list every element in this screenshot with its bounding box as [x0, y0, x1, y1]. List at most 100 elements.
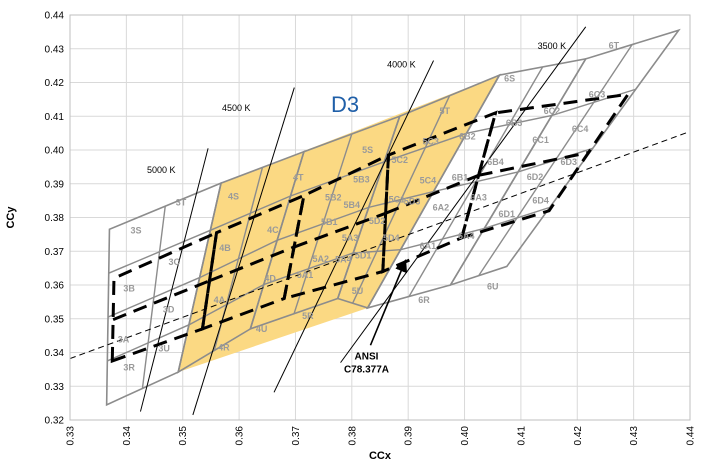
bin-label: 3T — [176, 197, 187, 207]
bin-label: 5B4 — [344, 200, 361, 210]
y-tick-label: 0.40 — [45, 146, 65, 157]
bin-labels: 3R 3A 3U 3D 3B 3C 3S 3T 4R 4U 4A 4D 4B 4C 4S 4T 5R 5U 5A1 5… — [118, 40, 620, 372]
x-tick-label: 0.34 — [122, 426, 133, 446]
bin-label: 5C2 — [391, 155, 408, 165]
bin-label: 6B3 — [506, 118, 523, 128]
cct-label: 4000 K — [387, 59, 416, 69]
bin-label: 5C4 — [420, 175, 437, 185]
bin-label: 5S — [362, 145, 373, 155]
x-tick-label: 0.42 — [573, 426, 584, 446]
bin-label: 3B — [123, 283, 135, 293]
bin-label: 4U — [256, 324, 268, 334]
x-tick-label: 0.41 — [516, 426, 527, 446]
d3-label: D3 — [331, 92, 359, 117]
bin-label: 5T — [440, 106, 451, 116]
bin-label: 5B2 — [325, 192, 342, 202]
bin-label: 3A — [118, 335, 130, 345]
y-axis-label: CCy — [5, 206, 17, 229]
bin-label: 5D2 — [369, 216, 386, 226]
bin-label: 5C3 — [422, 137, 439, 147]
x-tick-label: 0.40 — [460, 426, 471, 446]
y-tick-label: 0.36 — [45, 281, 65, 292]
bin-label: 6S — [504, 73, 515, 83]
ansi-quadrangle-mid — [293, 211, 387, 249]
bin-label: 5A4 — [335, 255, 352, 265]
bin-label: 4C — [267, 225, 279, 235]
y-tick-label: 0.43 — [45, 44, 65, 55]
x-tick-label: 0.33 — [66, 426, 77, 446]
bin-label: 6D2 — [527, 172, 544, 182]
cct-line — [192, 87, 295, 416]
bin-label: 4D — [264, 273, 276, 283]
bin-label: 5R — [302, 311, 314, 321]
ansi-annotation-text: C78.377A — [344, 364, 389, 375]
bin-label: 5U — [352, 286, 364, 296]
bin-label: 5B3 — [353, 175, 370, 185]
x-tick-label: 0.38 — [347, 426, 358, 446]
ansi-quadrangle-mid — [208, 245, 295, 283]
cct-label: 5000 K — [147, 165, 176, 175]
ansi-quadrangle-mid — [385, 173, 480, 215]
cct-line — [340, 26, 587, 363]
bin-label: 6A3 — [470, 192, 487, 202]
x-tick-label: 0.39 — [404, 426, 415, 446]
bin-label: 6R — [418, 295, 430, 305]
bin-label: 6B1 — [452, 173, 469, 183]
annotations: D3 ANSI C78.377A — [331, 92, 408, 375]
y-tick-label: 0.41 — [45, 112, 65, 123]
bin-label: 3U — [158, 343, 170, 353]
bin-label: 6D4 — [532, 196, 549, 206]
bin-label: 3C — [169, 257, 181, 267]
bin-label: 6B4 — [487, 157, 504, 167]
ansi-annotation-text: ANSI — [355, 351, 379, 362]
bin-label: 5D1 — [355, 251, 372, 261]
bin-label: 4B — [219, 243, 231, 253]
y-tick-label: 0.34 — [45, 348, 65, 359]
bin-label: 6T — [609, 40, 620, 50]
bin-label: 3R — [123, 363, 135, 373]
axes: 0.320.330.340.350.360.370.380.390.400.41… — [5, 11, 697, 463]
x-tick-label: 0.36 — [235, 426, 246, 446]
bin-label: 5D3 — [404, 196, 421, 206]
x-tick-label: 0.35 — [178, 426, 189, 446]
bin-group-outline — [448, 28, 681, 287]
ansi-arrow — [369, 259, 408, 346]
bin-col-divider — [293, 133, 353, 314]
cct-line — [139, 148, 209, 412]
bin-label: 5B1 — [321, 217, 338, 227]
bin-col-divider — [352, 95, 451, 304]
x-tick-label: 0.43 — [629, 426, 640, 446]
x-tick-label: 0.37 — [291, 426, 302, 446]
bin-label: 5A2 — [313, 254, 330, 264]
y-tick-label: 0.32 — [45, 416, 65, 427]
bin-label: 4A — [214, 295, 226, 305]
bin-label: 5D4 — [383, 233, 400, 243]
x-tick-label: 0.44 — [686, 426, 697, 446]
bin-label: 5A1 — [297, 270, 314, 280]
bin-label: 6C4 — [572, 124, 589, 134]
y-tick-label: 0.33 — [45, 382, 65, 393]
blackbody-locus — [69, 130, 691, 360]
y-tick-label: 0.42 — [45, 78, 65, 89]
bin-label: 3S — [130, 225, 141, 235]
bin-label: 6A2 — [433, 202, 450, 212]
cct-isotherm-lines: 5000 K 4500 K 4000 K 3500 K — [139, 26, 587, 416]
bin-label: 5C1 — [389, 195, 406, 205]
bin-label: 4S — [228, 192, 239, 202]
cct-label: 4500 K — [222, 103, 251, 113]
y-tick-label: 0.44 — [45, 11, 65, 22]
bin-label: 6U — [487, 282, 499, 292]
y-tick-label: 0.37 — [45, 247, 65, 258]
ansi-quadrangle-mid — [478, 151, 589, 177]
bin-label: 6C1 — [532, 135, 549, 145]
cct-label: 3500 K — [538, 41, 567, 51]
bin-label: 6A1 — [420, 241, 437, 251]
y-tick-label: 0.38 — [45, 213, 65, 224]
bin-label: 6C2 — [544, 106, 561, 116]
ansi-quadrangle — [381, 110, 498, 274]
y-tick-label: 0.39 — [45, 179, 65, 190]
bin-label: 6D1 — [499, 209, 516, 219]
y-tick-label: 0.35 — [45, 314, 65, 325]
